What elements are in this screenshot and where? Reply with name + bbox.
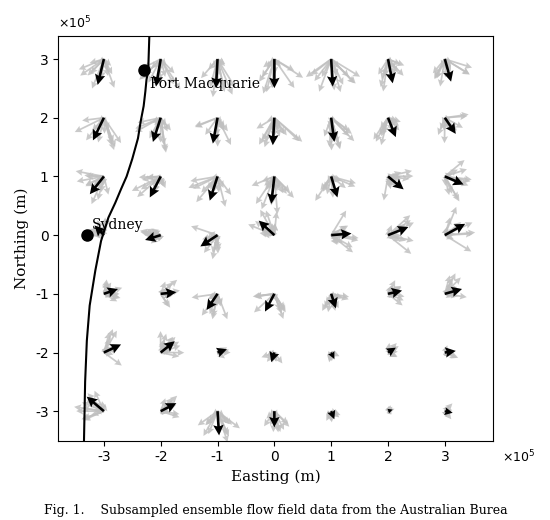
Text: $\times10^5$: $\times10^5$ [58,15,92,32]
Text: Port Macquarie: Port Macquarie [151,76,261,90]
Text: Fig. 1.    Subsampled ensemble flow field data from the Australian Burea: Fig. 1. Subsampled ensemble flow field d… [44,504,508,517]
Y-axis label: Northing (m): Northing (m) [15,187,29,289]
Text: $\times10^5$: $\times10^5$ [502,449,535,465]
X-axis label: Easting (m): Easting (m) [231,470,321,484]
Text: Sydney: Sydney [91,218,143,232]
